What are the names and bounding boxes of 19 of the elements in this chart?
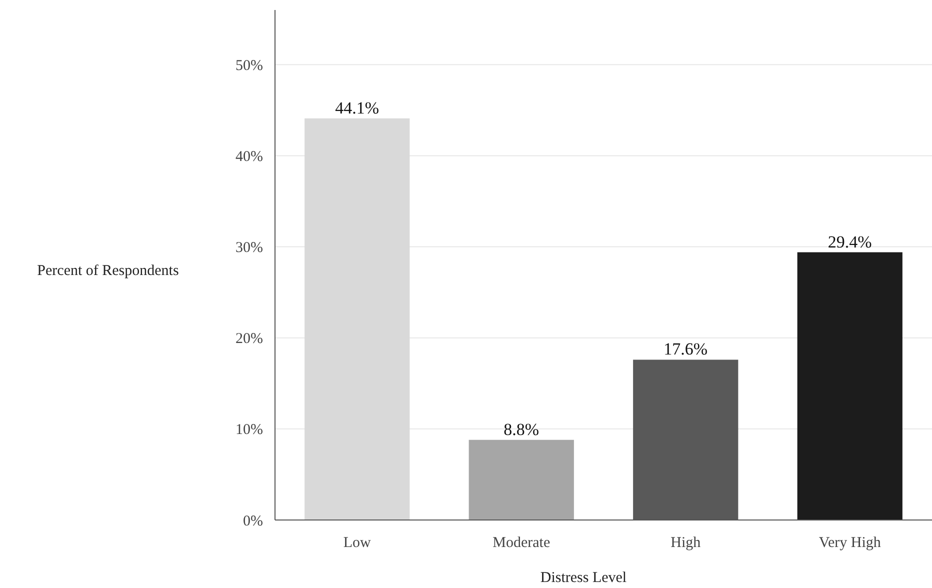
data-label: 44.1%: [335, 98, 380, 118]
x-tick-label: High: [670, 535, 702, 551]
bar: [468, 440, 574, 520]
y-tick-label: 10%: [236, 422, 263, 438]
bar: [304, 118, 410, 520]
y-tick-label: 40%: [236, 148, 263, 165]
x-tick-label: Low: [343, 535, 372, 551]
y-tick-label: 30%: [236, 240, 263, 256]
data-label: 17.6%: [664, 340, 708, 359]
data-label: 29.4%: [828, 232, 872, 252]
y-tick-label: 50%: [236, 58, 263, 74]
x-tick-label: Moderate: [492, 535, 550, 551]
y-tick-label: 0%: [243, 513, 263, 530]
data-label: 8.8%: [504, 420, 540, 439]
x-tick-label: Very High: [818, 535, 882, 551]
y-axis-title: Percent of Respondents: [37, 263, 179, 279]
y-tick-label: 20%: [236, 331, 263, 348]
bar: [797, 252, 902, 520]
x-axis-title: Distress Level: [540, 570, 627, 586]
